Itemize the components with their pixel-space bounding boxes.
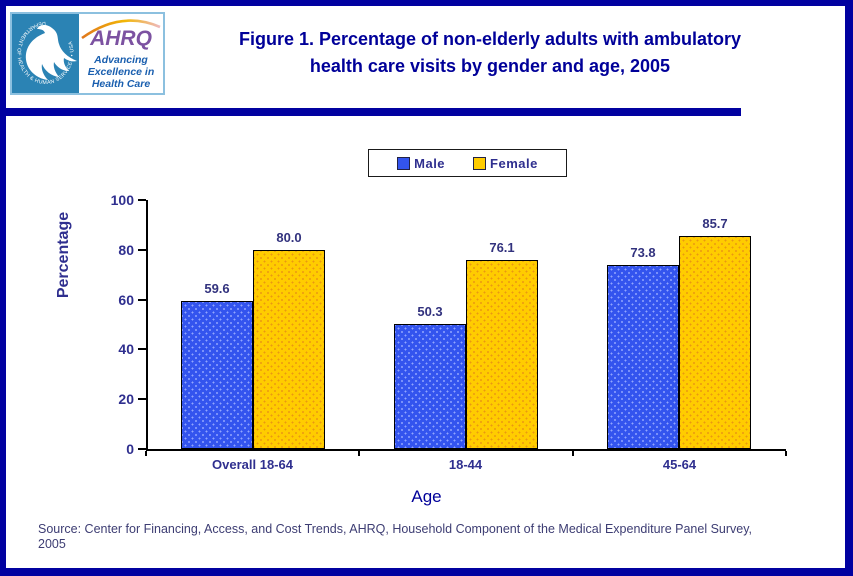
- ahrq-hhs-logo: DEPARTMENT OF HEALTH & HUMAN SERVICES • …: [10, 12, 165, 95]
- x-tick-mark: [145, 451, 147, 456]
- y-tick-mark: [138, 298, 146, 301]
- bar-value-label: 80.0: [276, 230, 302, 245]
- x-tick-mark: [785, 451, 787, 456]
- eagle-shape: [25, 25, 77, 80]
- bar-male-2: [394, 324, 466, 449]
- hhs-seal: DEPARTMENT OF HEALTH & HUMAN SERVICES • …: [12, 14, 79, 93]
- source-note-line2: 2005: [38, 537, 66, 551]
- ahrq-tagline: Advancing Excellence in Health Care: [79, 54, 163, 90]
- source-note: Source: Center for Financing, Access, an…: [38, 522, 818, 552]
- y-tick-mark: [138, 398, 146, 401]
- legend-item-male: Male: [397, 156, 445, 171]
- plot-area: 0 20 40 60 80 100 59.6 80.0 Overall 18-64 50.3 76.…: [111, 192, 787, 472]
- legend-label-male: Male: [414, 155, 446, 171]
- source-note-line1: Source: Center for Financing, Access, an…: [38, 522, 753, 536]
- bar-female-2: [466, 260, 538, 449]
- y-tick-label: 20: [118, 391, 134, 408]
- y-tick-label: 80: [118, 241, 134, 258]
- female-color-swatch: [473, 156, 487, 170]
- legend-item-female: Female: [473, 156, 538, 171]
- y-tick-mark: [138, 348, 146, 351]
- y-tick-label: 0: [126, 441, 134, 457]
- category-label: 18-44: [448, 457, 483, 472]
- y-tick-label: 40: [118, 341, 134, 358]
- y-tick-mark: [138, 448, 146, 450]
- bar-value-label: 50.3: [417, 304, 443, 319]
- figure-title: Figure 1. Percentage of non-elderly adul…: [150, 26, 830, 80]
- header-rule: [0, 108, 741, 116]
- figure-title-line1: Figure 1. Percentage of non-elderly adul…: [238, 29, 742, 49]
- x-axis-title: Age: [411, 487, 442, 506]
- x-tick-mark: [572, 451, 574, 456]
- page-border-left: [0, 0, 6, 576]
- bar-male-1: [181, 301, 253, 449]
- category-label: 45-64: [662, 457, 697, 472]
- hhs-eagle-icon: DEPARTMENT OF HEALTH & HUMAN SERVICES • …: [15, 20, 77, 86]
- page-border-top: [0, 0, 853, 6]
- bar-value-label: 73.8: [630, 245, 656, 260]
- y-tick-mark: [138, 199, 146, 201]
- category-label: Overall 18-64: [212, 457, 293, 472]
- male-color-swatch: [397, 156, 411, 170]
- bar-value-label: 59.6: [204, 281, 230, 296]
- tagline-line: Advancing: [94, 54, 148, 66]
- figure-title-line2: health care visits by gender and age, 20…: [309, 56, 671, 76]
- page-border-right: [845, 0, 853, 576]
- tagline-line: Health Care: [91, 78, 151, 90]
- ahrq-panel: AHRQ Advancing Excellence in Health Care: [79, 14, 163, 93]
- y-tick-label: 100: [110, 192, 134, 208]
- bar-value-label: 85.7: [702, 216, 728, 231]
- legend-label-female: Female: [490, 155, 538, 171]
- y-tick-label: 60: [118, 291, 134, 308]
- rainbow-arc-icon: [81, 19, 161, 40]
- tagline-line: Excellence in: [87, 66, 155, 78]
- page-border-bottom: [0, 568, 853, 576]
- y-axis-title: Percentage: [55, 211, 72, 299]
- chart-legend: Male Female: [368, 149, 567, 177]
- bar-male-3: [607, 265, 679, 449]
- bar-female-3: [679, 236, 751, 449]
- y-axis-line: [146, 200, 148, 451]
- bar-female-1: [253, 250, 325, 449]
- y-tick-mark: [138, 248, 146, 251]
- bar-value-label: 76.1: [489, 240, 515, 255]
- x-tick-mark: [358, 451, 360, 456]
- x-axis-line: [146, 449, 786, 451]
- ahrq-wordmark: AHRQ: [90, 27, 152, 50]
